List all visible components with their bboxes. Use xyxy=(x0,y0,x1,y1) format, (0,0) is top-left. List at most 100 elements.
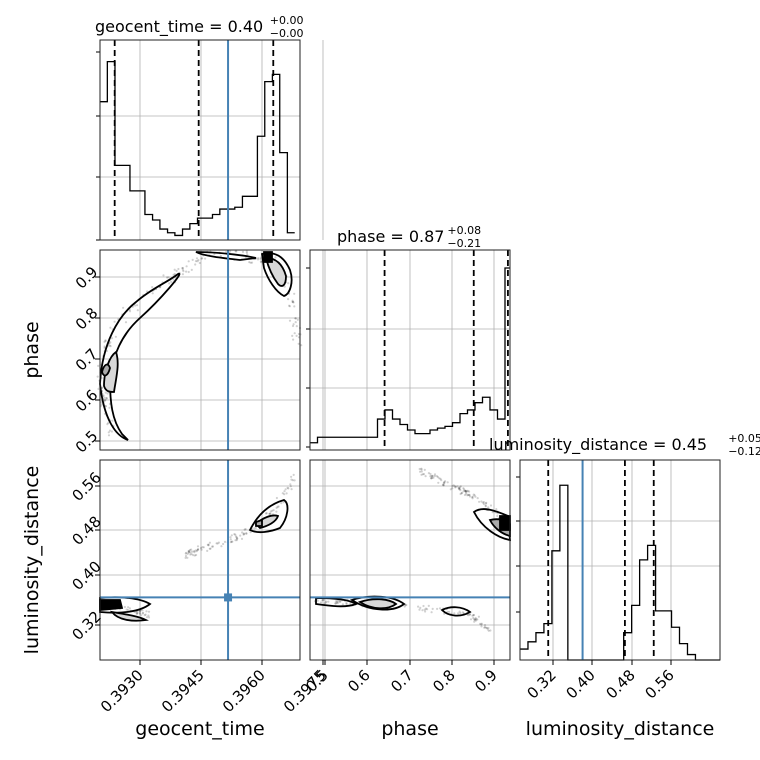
scatter-point-lumdist-geocent xyxy=(284,488,287,491)
scatter-point-phase-geocent xyxy=(225,250,228,253)
scatter-point-lumdist-phase xyxy=(458,610,461,613)
xtick-label-phase-2: 0.7 xyxy=(387,666,417,696)
scatter-point-lumdist-phase xyxy=(475,618,478,621)
xtick-label-luminosity_distance-0: 0.32 xyxy=(523,666,559,702)
ylabel-luminosity-distance: luminosity_distance xyxy=(21,466,43,655)
scatter-point-lumdist-phase xyxy=(442,481,445,484)
scatter-point-lumdist-geocent xyxy=(192,554,195,557)
scatter-point-phase-geocent xyxy=(104,405,107,408)
scatter-point-phase-geocent xyxy=(104,391,107,394)
xtick-label-geocent_time-1: 0.3945 xyxy=(158,666,208,716)
scatter-point-lumdist-phase xyxy=(459,492,462,496)
scatter-point-lumdist-phase xyxy=(404,604,407,607)
scatter-point-lumdist-geocent xyxy=(138,611,141,615)
scatter-point-lumdist-geocent xyxy=(272,509,275,512)
scatter-point-lumdist-geocent xyxy=(235,539,238,542)
title-plus-luminosity_distance: +0.05 xyxy=(728,432,760,445)
scatter-point-lumdist-geocent xyxy=(185,551,188,554)
scatter-point-lumdist-geocent xyxy=(208,547,211,550)
truth-marker xyxy=(224,593,233,602)
scatter-point-lumdist-geocent xyxy=(245,532,248,535)
scatter-point-lumdist-phase xyxy=(471,497,474,500)
scatter-point-phase-geocent xyxy=(181,273,184,276)
scatter-point-phase-geocent xyxy=(108,406,111,409)
scatter-point-lumdist-geocent xyxy=(275,506,278,509)
scatter-point-phase-geocent xyxy=(173,272,176,276)
scatter-point-phase-geocent xyxy=(256,258,260,261)
scatter-point-lumdist-phase xyxy=(441,483,445,486)
scatter-point-phase-geocent xyxy=(245,250,248,253)
scatter-point-lumdist-phase xyxy=(422,473,426,476)
scatter-point-phase-geocent xyxy=(195,257,199,260)
scatter-point-lumdist-phase xyxy=(473,618,476,621)
ytick-label-luminosity_distance-0: 0.32 xyxy=(69,608,105,644)
contour-phase-geocent-upper-core xyxy=(263,251,273,263)
scatter-point-phase-geocent xyxy=(294,321,297,324)
scatter-point-lumdist-geocent xyxy=(200,548,203,551)
scatter-point-lumdist-phase xyxy=(457,612,460,615)
scatter-point-lumdist-geocent xyxy=(243,532,246,536)
scatter-point-lumdist-geocent xyxy=(136,612,139,615)
scatter-point-phase-geocent xyxy=(181,267,184,270)
contour-lum-geocent-upper xyxy=(248,499,289,534)
scatter-point-lumdist-phase xyxy=(474,618,477,621)
ytick-label-phase-1: 0.6 xyxy=(72,386,102,416)
scatter-point-lumdist-phase xyxy=(473,620,476,623)
scatter-point-lumdist-geocent xyxy=(184,554,188,558)
scatter-point-lumdist-phase xyxy=(451,484,454,488)
scatter-point-lumdist-phase xyxy=(433,474,436,478)
scatter-point-lumdist-phase xyxy=(487,629,490,632)
scatter-point-lumdist-geocent xyxy=(184,552,187,555)
scatter-point-phase-geocent xyxy=(196,260,199,263)
scatter-point-lumdist-phase xyxy=(453,612,456,615)
scatter-point-phase-geocent xyxy=(103,399,107,402)
scatter-point-lumdist-phase xyxy=(446,481,449,484)
scatter-point-phase-geocent xyxy=(194,260,198,263)
scatter-point-phase-geocent xyxy=(107,434,111,437)
scatter-point-lumdist-phase xyxy=(480,625,483,628)
xtick-label-luminosity_distance-2: 0.48 xyxy=(602,666,638,702)
scatter-point-lumdist-geocent xyxy=(196,545,200,548)
title-minus-luminosity_distance: −0.12 xyxy=(728,445,760,458)
scatter-point-phase-geocent xyxy=(151,292,154,295)
scatter-point-lumdist-phase xyxy=(485,626,488,629)
scatter-point-phase-geocent xyxy=(175,269,178,272)
scatter-point-lumdist-geocent xyxy=(223,540,227,544)
scatter-point-phase-geocent xyxy=(194,263,197,266)
scatter-point-lumdist-geocent xyxy=(190,548,193,551)
scatter-point-lumdist-phase xyxy=(449,488,452,491)
scatter-point-lumdist-phase xyxy=(487,506,490,509)
scatter-point-lumdist-phase xyxy=(489,504,493,507)
xtick-label-geocent_time-2: 0.3960 xyxy=(219,666,269,716)
scatter-point-lumdist-geocent xyxy=(220,545,223,548)
scatter-point-phase-geocent xyxy=(111,419,114,422)
scatter-point-lumdist-geocent xyxy=(236,537,239,540)
scatter-point-lumdist-geocent xyxy=(195,550,198,553)
scatter-point-phase-geocent xyxy=(248,261,251,264)
scatter-point-phase-geocent xyxy=(293,332,296,335)
scatter-point-lumdist-geocent xyxy=(207,544,210,547)
scatter-point-lumdist-phase xyxy=(466,490,469,493)
scatter-point-lumdist-phase xyxy=(442,484,445,487)
scatter-point-phase-geocent xyxy=(100,401,103,404)
scatter-point-lumdist-phase xyxy=(484,505,487,508)
scatter-point-phase-geocent xyxy=(167,276,170,279)
scatter-point-lumdist-phase xyxy=(436,476,440,479)
scatter-point-lumdist-phase xyxy=(453,485,456,488)
scatter-point-phase-geocent xyxy=(106,423,109,426)
scatter-point-phase-geocent xyxy=(293,292,296,295)
scatter-point-lumdist-phase xyxy=(349,602,352,605)
scatter-point-lumdist-geocent xyxy=(202,546,205,549)
scatter-point-lumdist-phase xyxy=(429,475,432,478)
scatter-point-lumdist-geocent xyxy=(229,536,232,539)
scatter-point-phase-geocent xyxy=(105,397,108,400)
scatter-point-lumdist-geocent xyxy=(229,538,232,541)
scatter-point-lumdist-geocent xyxy=(268,512,271,515)
scatter-point-lumdist-phase xyxy=(473,494,476,497)
scatter-point-lumdist-geocent xyxy=(187,550,191,553)
scatter-point-phase-geocent xyxy=(109,345,112,348)
scatter-point-lumdist-geocent xyxy=(145,616,149,619)
scatter-point-phase-geocent xyxy=(109,326,112,329)
scatter-point-phase-geocent xyxy=(288,319,292,322)
scatter-point-lumdist-phase xyxy=(422,604,425,608)
